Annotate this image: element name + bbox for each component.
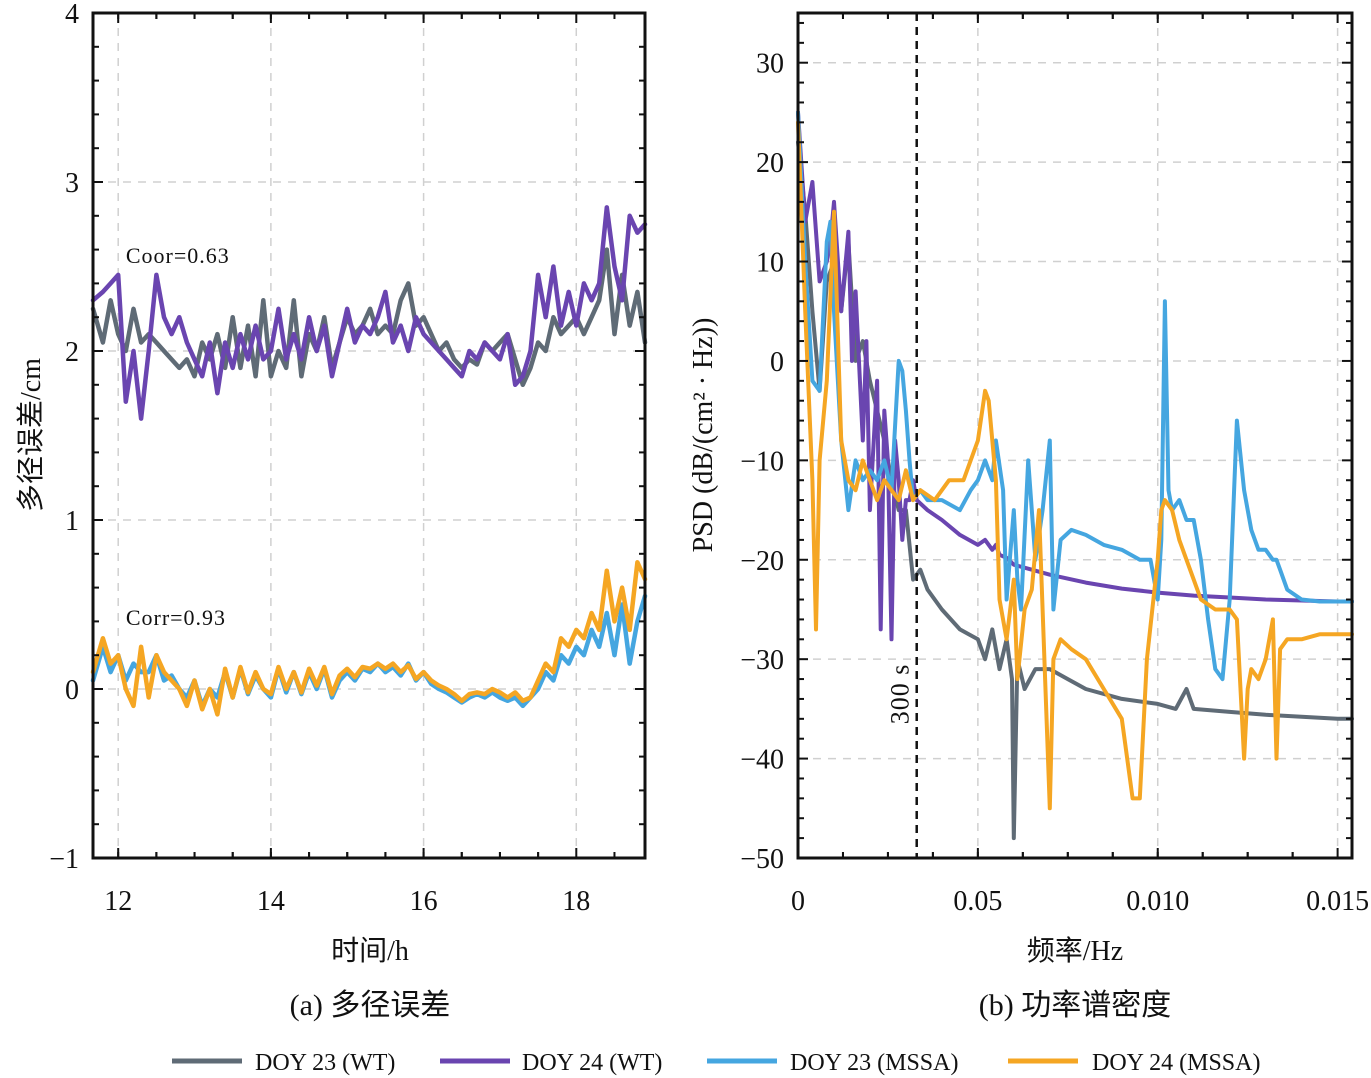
- y-tick-label: 2: [65, 337, 79, 368]
- x-tick-label: 12: [104, 886, 132, 917]
- x-tick-label: 0.010: [1126, 886, 1189, 917]
- series-line-doy-23-mssa: [90, 593, 648, 709]
- panel-a-axes-frame: [91, 11, 647, 860]
- x-tick-label: 18: [562, 886, 590, 917]
- annotation-corr: Corr=0.93: [126, 605, 226, 630]
- series-line-doy-24-mssa: [796, 120, 1354, 811]
- series-line-doy-24-wt: [90, 205, 648, 421]
- panel-a-x-axis-title: 时间/h: [331, 935, 409, 967]
- y-tick-label: 4: [65, 0, 79, 30]
- legend-item-doy23-wt: DOY 23 (WT): [172, 1050, 395, 1076]
- y-tick-label: 20: [756, 148, 784, 179]
- panel-b-series: [796, 110, 1354, 841]
- panel-b-x-axis-title: 频率/Hz: [1027, 935, 1123, 967]
- x-tick-label: 16: [410, 886, 438, 917]
- panel-b-x-tick-labels: 0 0.05 0.010 0.015: [791, 886, 1369, 917]
- series-line-doy-24-mssa: [90, 560, 648, 717]
- vline-300s-label: 300 s: [886, 664, 915, 725]
- legend: DOY 23 (WT) DOY 24 (WT) DOY 23 (MSSA) DO…: [172, 1050, 1260, 1076]
- panel-b-caption: (b) 功率谱密度: [979, 989, 1171, 1022]
- legend-label-doy23-mssa: DOY 23 (MSSA): [790, 1050, 958, 1076]
- panel-b-power-spectral-density: 300 s 0 0.05 0.010 0.015 −50 −40 −30 −20 −10 0 10…: [688, 11, 1369, 1022]
- y-tick-label: 10: [756, 248, 784, 279]
- x-tick-label: 14: [257, 886, 285, 917]
- legend-item-doy23-mssa: DOY 23 (MSSA): [707, 1050, 958, 1076]
- annotation-coor: Coor=0.63: [126, 243, 230, 268]
- y-tick-label: −30: [740, 645, 784, 676]
- panel-b-y-axis-title: PSD (dB/(cm² · Hz)): [688, 318, 719, 553]
- x-tick-label: 0.05: [953, 886, 1002, 917]
- panel-a-x-tick-labels: 12 14 16 18: [104, 886, 590, 917]
- series-line-doy-23-wt: [90, 247, 648, 388]
- x-tick-label: 0: [791, 886, 805, 917]
- y-tick-label: 0: [770, 347, 784, 378]
- panel-a-grid: [93, 13, 645, 858]
- panel-a-series: [90, 205, 648, 717]
- panel-a-y-tick-labels: −1 0 1 2 3 4: [49, 0, 79, 875]
- legend-label-doy24-wt: DOY 24 (WT): [522, 1050, 662, 1076]
- y-tick-label: −50: [740, 844, 784, 875]
- y-tick-label: −40: [740, 745, 784, 776]
- legend-item-doy24-wt: DOY 24 (WT): [440, 1050, 662, 1076]
- y-tick-label: 1: [65, 506, 79, 537]
- y-tick-label: 30: [756, 49, 784, 80]
- x-tick-label: 0.015: [1306, 886, 1369, 917]
- series-line-doy-23-mssa: [796, 110, 1354, 682]
- panel-a-y-axis-title: 多径误差/cm: [15, 358, 47, 512]
- legend-item-doy24-mssa: DOY 24 (MSSA): [1008, 1050, 1260, 1076]
- panel-b-axes-frame: [796, 11, 1354, 860]
- legend-label-doy24-mssa: DOY 24 (MSSA): [1092, 1050, 1260, 1076]
- y-tick-label: −20: [740, 546, 784, 577]
- y-tick-label: −10: [740, 446, 784, 477]
- series-line-doy-24-wt: [796, 110, 1354, 642]
- y-tick-label: 3: [65, 168, 79, 199]
- y-tick-label: −1: [49, 844, 79, 875]
- axes-frame: [91, 11, 647, 860]
- panel-a-caption: (a) 多径误差: [290, 989, 451, 1022]
- legend-label-doy23-wt: DOY 23 (WT): [255, 1050, 395, 1076]
- axes-frame: [796, 11, 1354, 860]
- panel-b-y-tick-labels: −50 −40 −30 −20 −10 0 10 20 30: [740, 49, 784, 875]
- y-tick-label: 0: [65, 675, 79, 706]
